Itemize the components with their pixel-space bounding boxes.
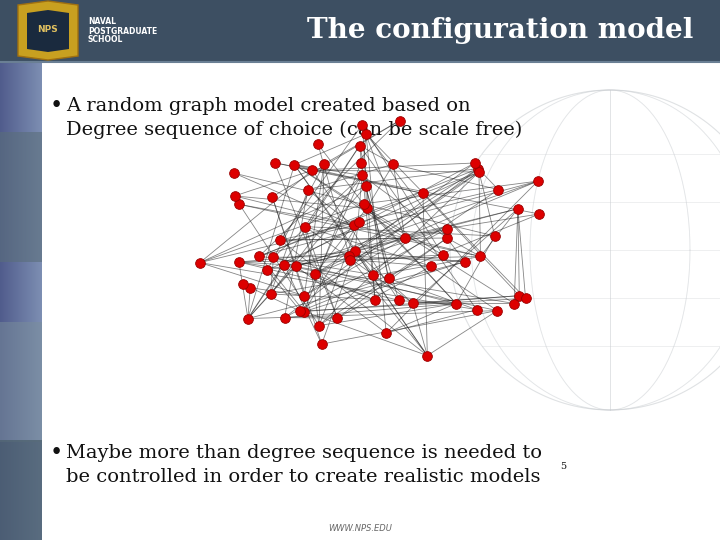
Bar (0, 62, 1, 540)
Bar (17, 62, 18, 540)
Text: •: • (50, 95, 63, 117)
Bar (6, 62, 7, 540)
Text: 5: 5 (560, 462, 566, 471)
Bar (0, 0, 720, 62)
Bar (3, 62, 4, 540)
Bar (13, 62, 14, 540)
Bar (28, 62, 29, 540)
Polygon shape (18, 1, 78, 60)
Text: NPS: NPS (37, 24, 58, 33)
Bar (0, 322, 42, 442)
Bar (14, 62, 15, 540)
Text: The configuration model: The configuration model (307, 17, 693, 44)
Text: POSTGRADUATE: POSTGRADUATE (88, 26, 157, 36)
Bar (31, 62, 32, 540)
Bar (39, 62, 40, 540)
Bar (9, 62, 10, 540)
Bar (10, 62, 11, 540)
Bar (16, 62, 17, 540)
Bar (5, 62, 6, 540)
Bar (32, 62, 33, 540)
Bar (20, 62, 21, 540)
Bar (8, 62, 9, 540)
Bar (0, 440, 42, 540)
Text: NAVAL: NAVAL (88, 17, 116, 26)
Bar (12, 62, 13, 540)
Bar (34, 62, 35, 540)
Polygon shape (27, 10, 69, 52)
Bar (25, 62, 26, 540)
Bar (33, 62, 34, 540)
Bar (11, 62, 12, 540)
Bar (19, 62, 20, 540)
Text: •: • (50, 442, 63, 464)
Text: WWW.NPS.EDU: WWW.NPS.EDU (328, 524, 392, 533)
Bar (27, 62, 28, 540)
Bar (41, 62, 42, 540)
Bar (0, 62, 720, 540)
Text: A random graph model created based on: A random graph model created based on (66, 97, 471, 115)
Bar (30, 62, 31, 540)
Bar (35, 62, 36, 540)
Bar (0, 132, 42, 262)
Text: SCHOOL: SCHOOL (88, 36, 123, 44)
Bar (22, 62, 23, 540)
Bar (18, 62, 19, 540)
Bar (15, 62, 16, 540)
Bar (26, 62, 27, 540)
Bar (40, 62, 41, 540)
Text: be controlled in order to create realistic models: be controlled in order to create realist… (66, 468, 541, 486)
Bar (2, 62, 3, 540)
Bar (37, 62, 38, 540)
Text: Degree sequence of choice (can be scale free): Degree sequence of choice (can be scale … (66, 121, 522, 139)
Text: Maybe more than degree sequence is needed to: Maybe more than degree sequence is neede… (66, 444, 542, 462)
Bar (36, 62, 37, 540)
Bar (1, 62, 2, 540)
Bar (21, 62, 22, 540)
Bar (4, 62, 5, 540)
Bar (7, 62, 8, 540)
Bar (24, 62, 25, 540)
Bar (38, 62, 39, 540)
Bar (23, 62, 24, 540)
Bar (29, 62, 30, 540)
